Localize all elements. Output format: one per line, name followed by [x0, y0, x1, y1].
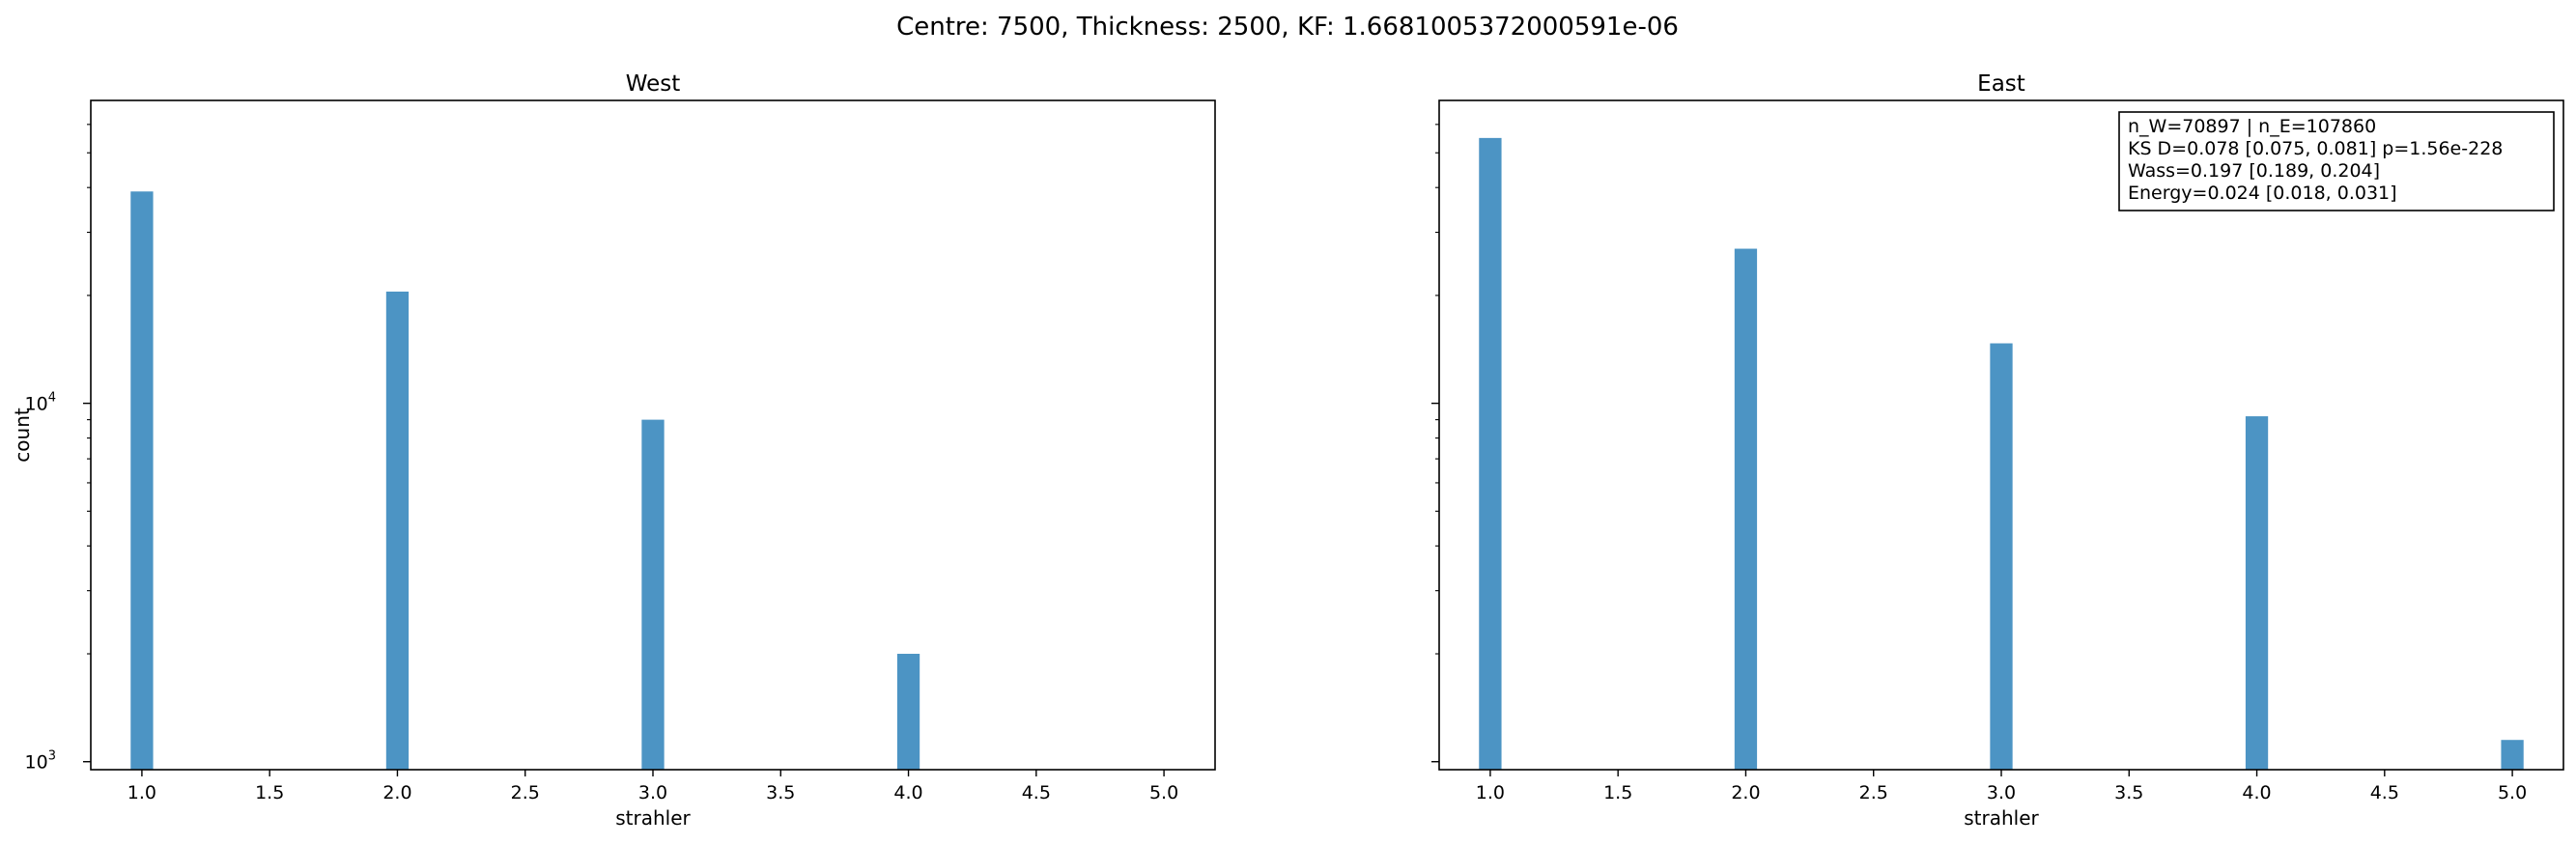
panel-east-xtick-label: 2.5 — [1859, 782, 1888, 803]
panel-east-bar-2 — [1734, 248, 1758, 770]
panel-east-stats-line: KS D=0.078 [0.075, 0.081] p=1.56e-228 — [2128, 138, 2503, 159]
panel-east-bar-3 — [1990, 343, 2013, 770]
panel-east-bar-1 — [1479, 137, 1502, 770]
figure-title: Centre: 7500, Thickness: 2500, KF: 1.668… — [896, 13, 1679, 42]
panel-west: West 1.0 1.5 2.0 2.5 3.0 3.5 4.0 4.5 5.0 strahler 1… — [11, 71, 1216, 830]
panel-east-stats-box — [2118, 111, 2555, 211]
panel-west-xtick-label: 1.5 — [255, 782, 284, 803]
panel-west-bar-2 — [385, 291, 410, 770]
panel-east-xtick-label: 4.5 — [2370, 782, 2399, 803]
panel-west-xtick-label: 4.5 — [1022, 782, 1051, 803]
panel-west-xtick-label: 3.5 — [766, 782, 795, 803]
panel-west-xtick-label: 3.0 — [638, 782, 667, 803]
panel-east-xtick-label: 5.0 — [2498, 782, 2527, 803]
panel-east-xtick-label: 1.5 — [1603, 782, 1632, 803]
panel-east-xtick-label: 4.0 — [2242, 782, 2271, 803]
panel-east: East 1.0 1.5 2.0 2.5 3.0 3.5 4.0 4.5 5.0 strahler n… — [1431, 71, 2564, 830]
panel-east-stats-line: Energy=0.024 [0.018, 0.031] — [2128, 183, 2397, 204]
panel-east-xtick-label: 1.0 — [1476, 782, 1505, 803]
panel-west-bar-4 — [896, 654, 920, 770]
panel-west-xtick-label: 1.0 — [127, 782, 156, 803]
panel-east-title: East — [1977, 71, 2025, 97]
panel-west-xtick-label: 2.5 — [511, 782, 540, 803]
panel-west-ytick-label: 103 — [25, 749, 56, 774]
panel-east-xtick-label: 3.0 — [1987, 782, 2016, 803]
panel-east-bar-5 — [2501, 740, 2524, 770]
panel-west-bar-3 — [641, 419, 665, 770]
panel-east-bar-4 — [2245, 416, 2269, 770]
panel-east-xtick-label: 2.0 — [1731, 782, 1760, 803]
panel-west-ytick-label: 104 — [25, 391, 56, 415]
panel-east-stats-line: n_W=70897 | n_E=107860 — [2128, 116, 2376, 137]
panel-east-xtick-label: 3.5 — [2114, 782, 2143, 803]
panel-west-title: West — [626, 71, 681, 97]
panel-west-ylabel: count — [11, 408, 34, 463]
panel-west-xtick-label: 5.0 — [1149, 782, 1178, 803]
subplots: West 1.0 1.5 2.0 2.5 3.0 3.5 4.0 4.5 5.0 strahler 1… — [11, 71, 2564, 830]
panel-east-stats-line: Wass=0.197 [0.189, 0.204] — [2128, 160, 2380, 182]
panel-east-xlabel: strahler — [1964, 806, 2039, 830]
panel-west-bar-1 — [130, 191, 154, 770]
panel-west-xtick-label: 4.0 — [893, 782, 922, 803]
panel-west-xtick-label: 2.0 — [382, 782, 411, 803]
panel-west-xlabel: strahler — [615, 806, 691, 830]
